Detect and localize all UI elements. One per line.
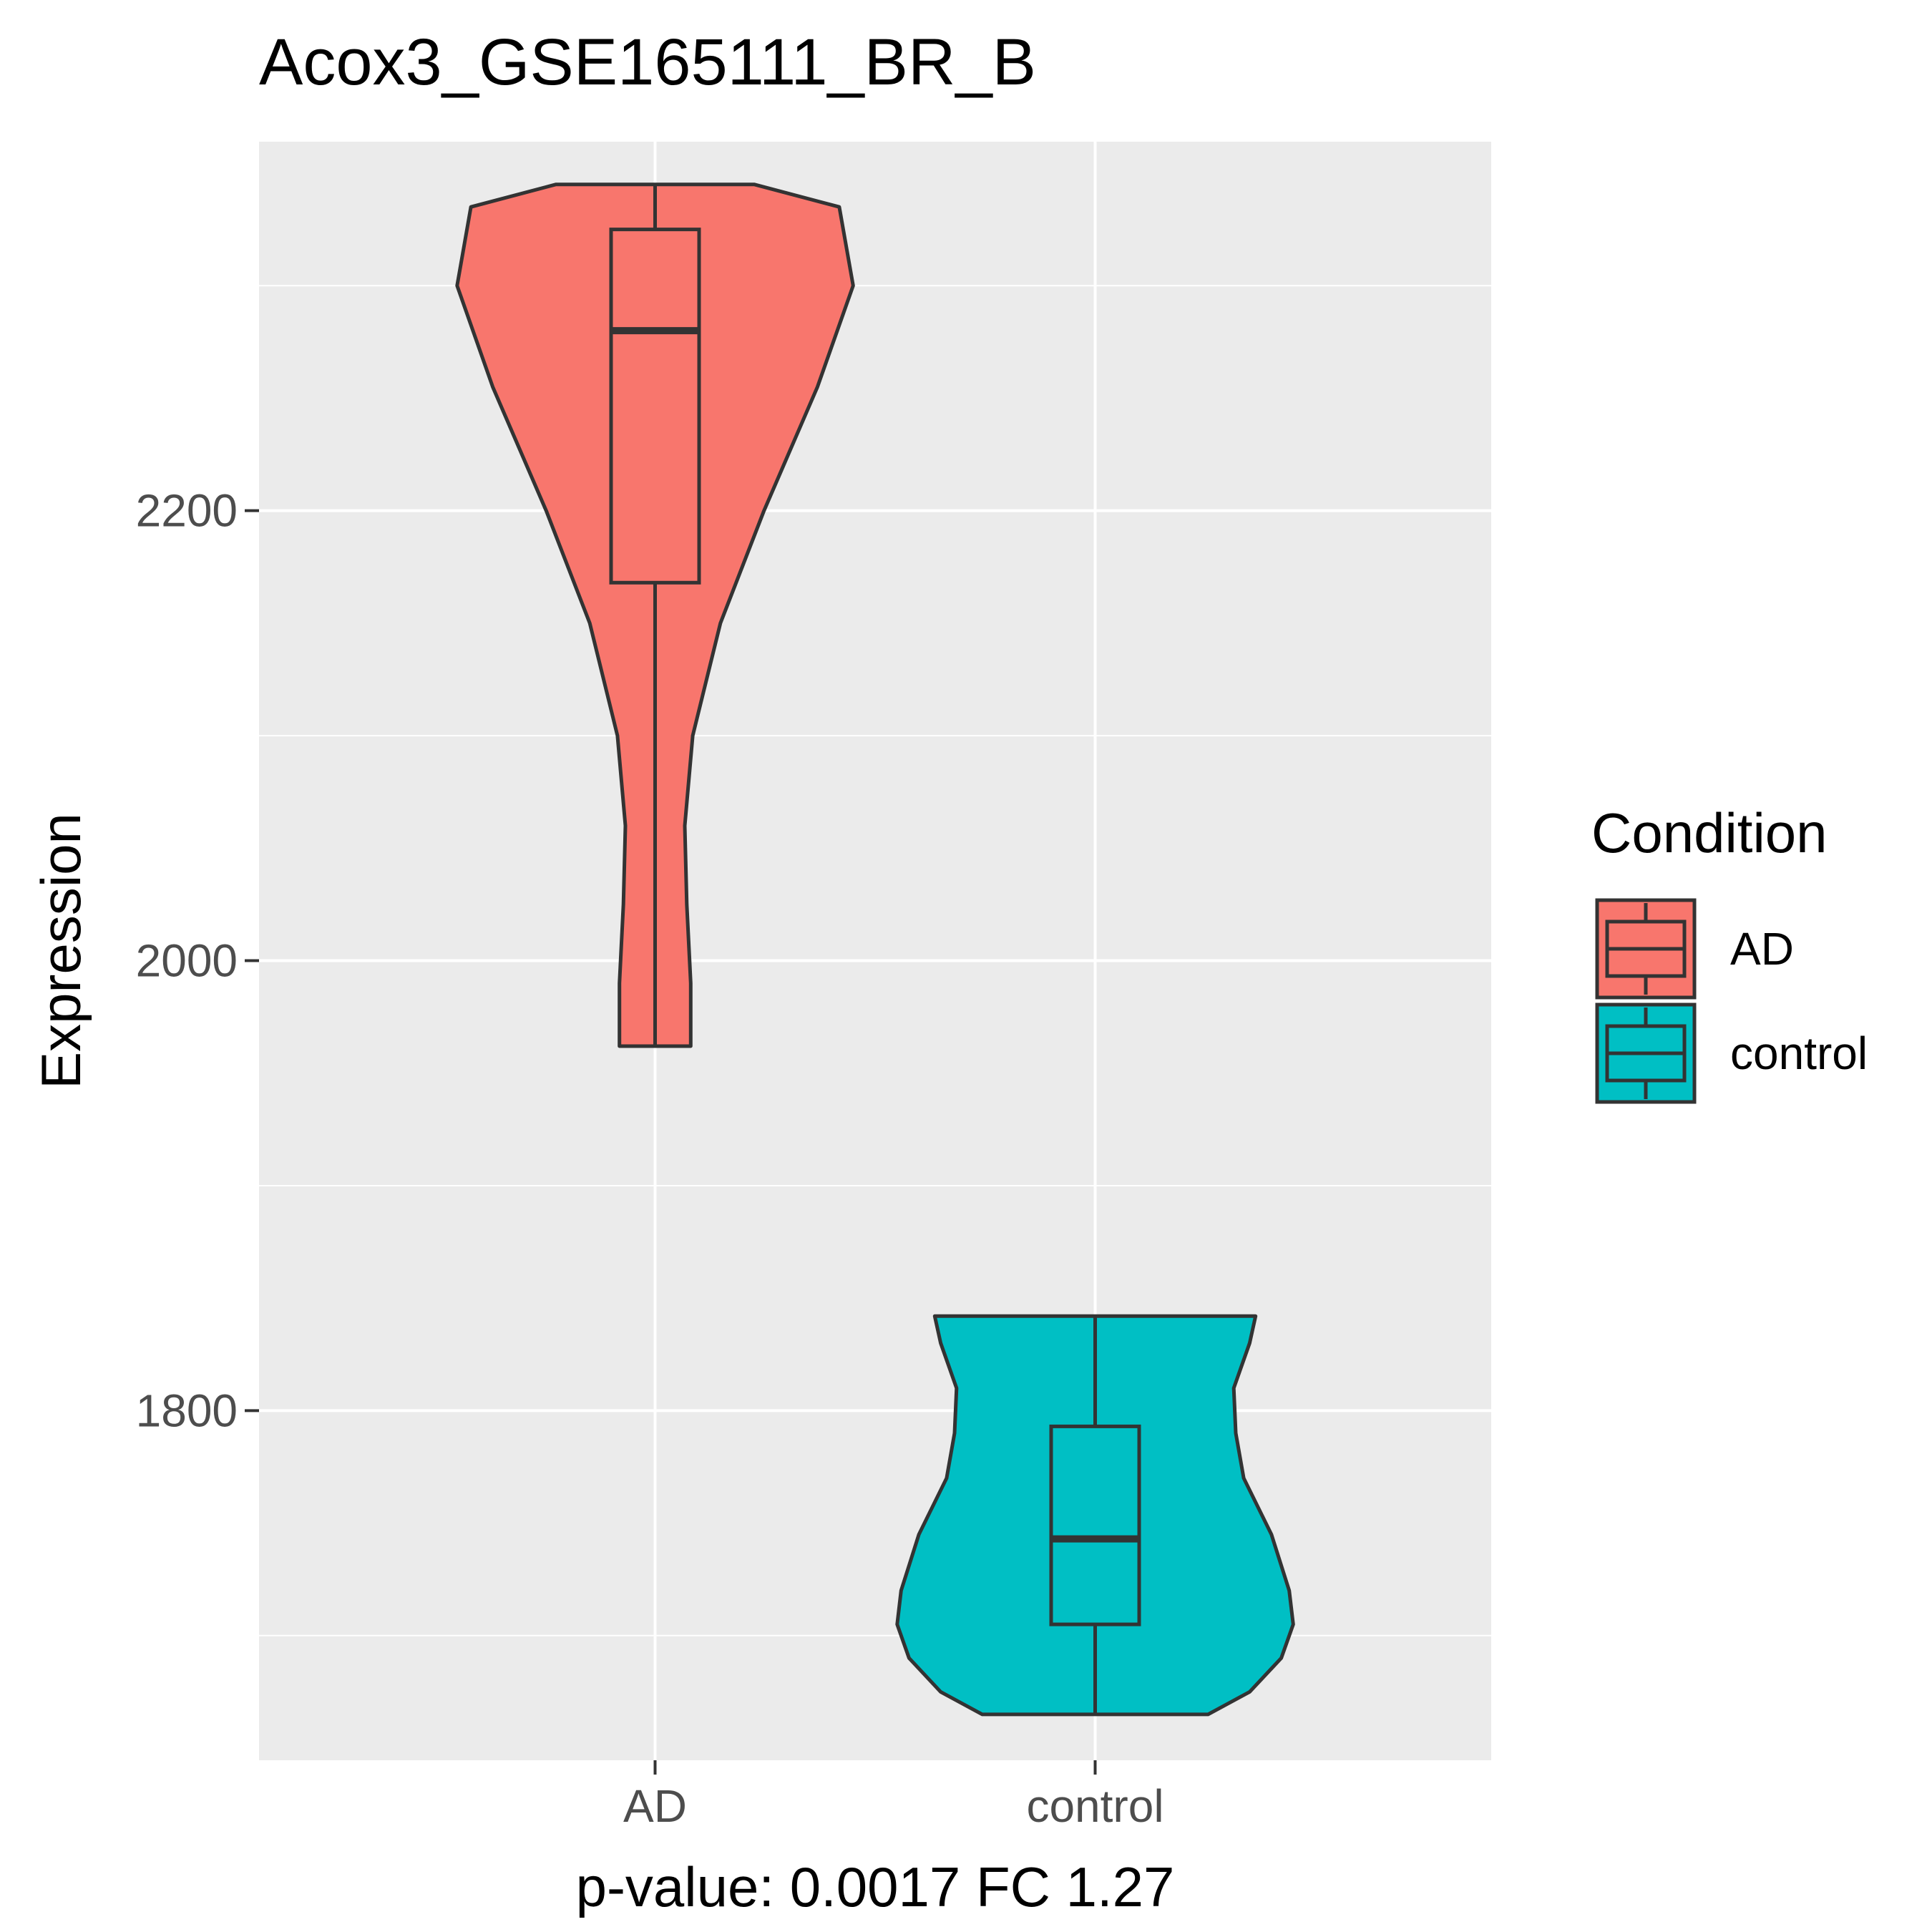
legend-entry-control: control xyxy=(1595,1002,1868,1104)
legend-entries: AD control xyxy=(1595,898,1868,1104)
boxplot-control xyxy=(1049,1316,1141,1714)
y-tick-label: 2200 xyxy=(136,485,238,537)
boxplot-AD xyxy=(609,184,701,1047)
y-tick-label: 2000 xyxy=(136,935,238,987)
legend: Condition AD control xyxy=(1591,801,1868,1104)
y-tick-label: 1800 xyxy=(136,1385,238,1436)
x-tick-label: AD xyxy=(623,1780,687,1832)
x-axis: AD control xyxy=(623,1760,1164,1832)
legend-entry-AD: AD xyxy=(1595,898,1794,1000)
y-axis: 1800 2000 2200 xyxy=(136,485,259,1436)
legend-label-control: control xyxy=(1730,1028,1868,1079)
box-iqr xyxy=(1049,1424,1141,1626)
box-iqr xyxy=(609,228,701,585)
x-tick-label: control xyxy=(1026,1780,1163,1832)
boxplots xyxy=(609,184,1141,1714)
chart-title: Acox3_GSE165111_BR_B xyxy=(259,26,1036,99)
x-axis-title: p-value: 0.0017 FC 1.27 xyxy=(576,1855,1175,1918)
legend-title: Condition xyxy=(1591,801,1828,864)
legend-label-AD: AD xyxy=(1730,923,1794,975)
plot-panel xyxy=(259,142,1491,1760)
y-axis-title: Expression xyxy=(29,813,92,1089)
